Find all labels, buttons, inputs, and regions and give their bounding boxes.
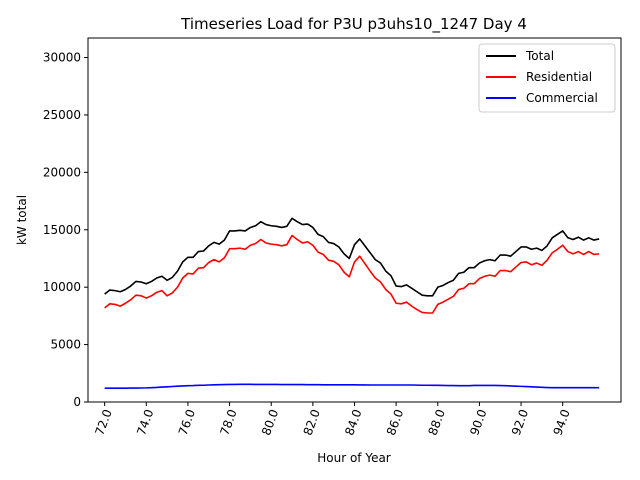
y-tick-label: 25000 [43, 108, 81, 122]
y-tick-label: 20000 [43, 165, 81, 179]
legend-label-residential: Residential [526, 70, 592, 84]
y-tick-label: 15000 [43, 223, 81, 237]
plot-lines [104, 217, 600, 390]
legend: Total Residential Commercial [478, 43, 616, 113]
y-tick-label: 30000 [43, 51, 81, 65]
x-axis-label: Hour of Year [317, 451, 391, 465]
y-axis: 0 5000 10000 15000 20000 25000 30000 [43, 51, 88, 409]
y-tick-label: 5000 [50, 338, 81, 352]
legend-label-commercial: Commercial [526, 91, 598, 105]
series-line-commercial [104, 383, 600, 390]
chart-title: Timeseries Load for P3U p3uhs10_1247 Day… [180, 15, 527, 34]
y-axis-label: kW total [15, 195, 29, 245]
y-tick-label: 10000 [43, 280, 81, 294]
legend-label-total: Total [525, 49, 554, 63]
y-tick-label: 0 [73, 395, 81, 409]
legend-box [478, 43, 616, 113]
series-line-residential [104, 234, 600, 314]
series-line-total [104, 217, 600, 297]
